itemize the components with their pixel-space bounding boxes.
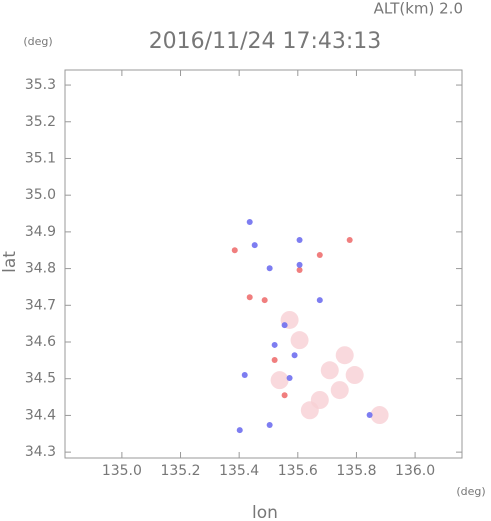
- y-tick-label: 34.8: [25, 261, 56, 277]
- echo-point: [370, 406, 389, 425]
- y-tick-label: 34.7: [25, 297, 56, 313]
- y-tick-label: 35.0: [25, 187, 56, 203]
- altitude-label: ALT(km) 2.0: [374, 0, 463, 18]
- y-tick-label: 34.9: [25, 224, 56, 240]
- echo-point: [291, 352, 298, 359]
- x-tick-label: 135.2: [160, 463, 200, 479]
- y-tick-label: 35.1: [25, 150, 56, 166]
- echo-point: [346, 236, 353, 243]
- y-tick-label: 35.2: [25, 114, 56, 130]
- chart-title: 2016/11/24 17:43:13: [149, 29, 382, 54]
- echo-point: [271, 341, 278, 348]
- plot-frame: [64, 69, 463, 459]
- echo-point: [271, 356, 278, 363]
- echo-point: [281, 392, 288, 399]
- x-tick-label: 135.6: [278, 463, 318, 479]
- echo-point: [316, 297, 323, 304]
- echo-point: [296, 236, 303, 243]
- echo-point: [281, 322, 288, 329]
- echo-point: [366, 412, 373, 419]
- echo-point: [236, 427, 243, 434]
- echo-point: [286, 374, 293, 381]
- echo-point: [296, 261, 303, 268]
- x-tick-label: 136.0: [395, 463, 435, 479]
- x-tick-label: 135.8: [336, 463, 376, 479]
- y-tick-label: 34.3: [25, 444, 56, 460]
- echo-point: [266, 265, 273, 272]
- echo-point: [296, 267, 303, 274]
- echo-point: [246, 218, 253, 225]
- echo-point: [246, 294, 253, 301]
- x-tick-label: 135.0: [102, 463, 142, 479]
- echo-point: [300, 401, 319, 420]
- echo-point: [231, 247, 238, 254]
- y-tick-label: 34.5: [25, 371, 56, 387]
- x-tick-label: 135.4: [219, 463, 259, 479]
- echo-point: [266, 421, 273, 428]
- echo-point: [320, 361, 339, 380]
- echo-point: [251, 242, 258, 249]
- echo-point: [270, 371, 289, 390]
- y-tick-label: 34.4: [25, 407, 56, 423]
- echo-point: [241, 372, 248, 379]
- x-axis-label: lon: [252, 503, 278, 521]
- echo-point: [261, 297, 268, 304]
- y-tick-label: 35.3: [25, 77, 56, 93]
- echo-point: [316, 252, 323, 259]
- echo-point: [290, 331, 309, 350]
- y-tick-label: 34.6: [25, 334, 56, 350]
- y-unit: (deg): [23, 35, 52, 48]
- echo-point: [335, 346, 354, 365]
- echo-point: [330, 381, 349, 400]
- y-axis-label: lat: [0, 251, 20, 273]
- x-unit: (deg): [456, 485, 485, 498]
- echo-point: [345, 366, 364, 385]
